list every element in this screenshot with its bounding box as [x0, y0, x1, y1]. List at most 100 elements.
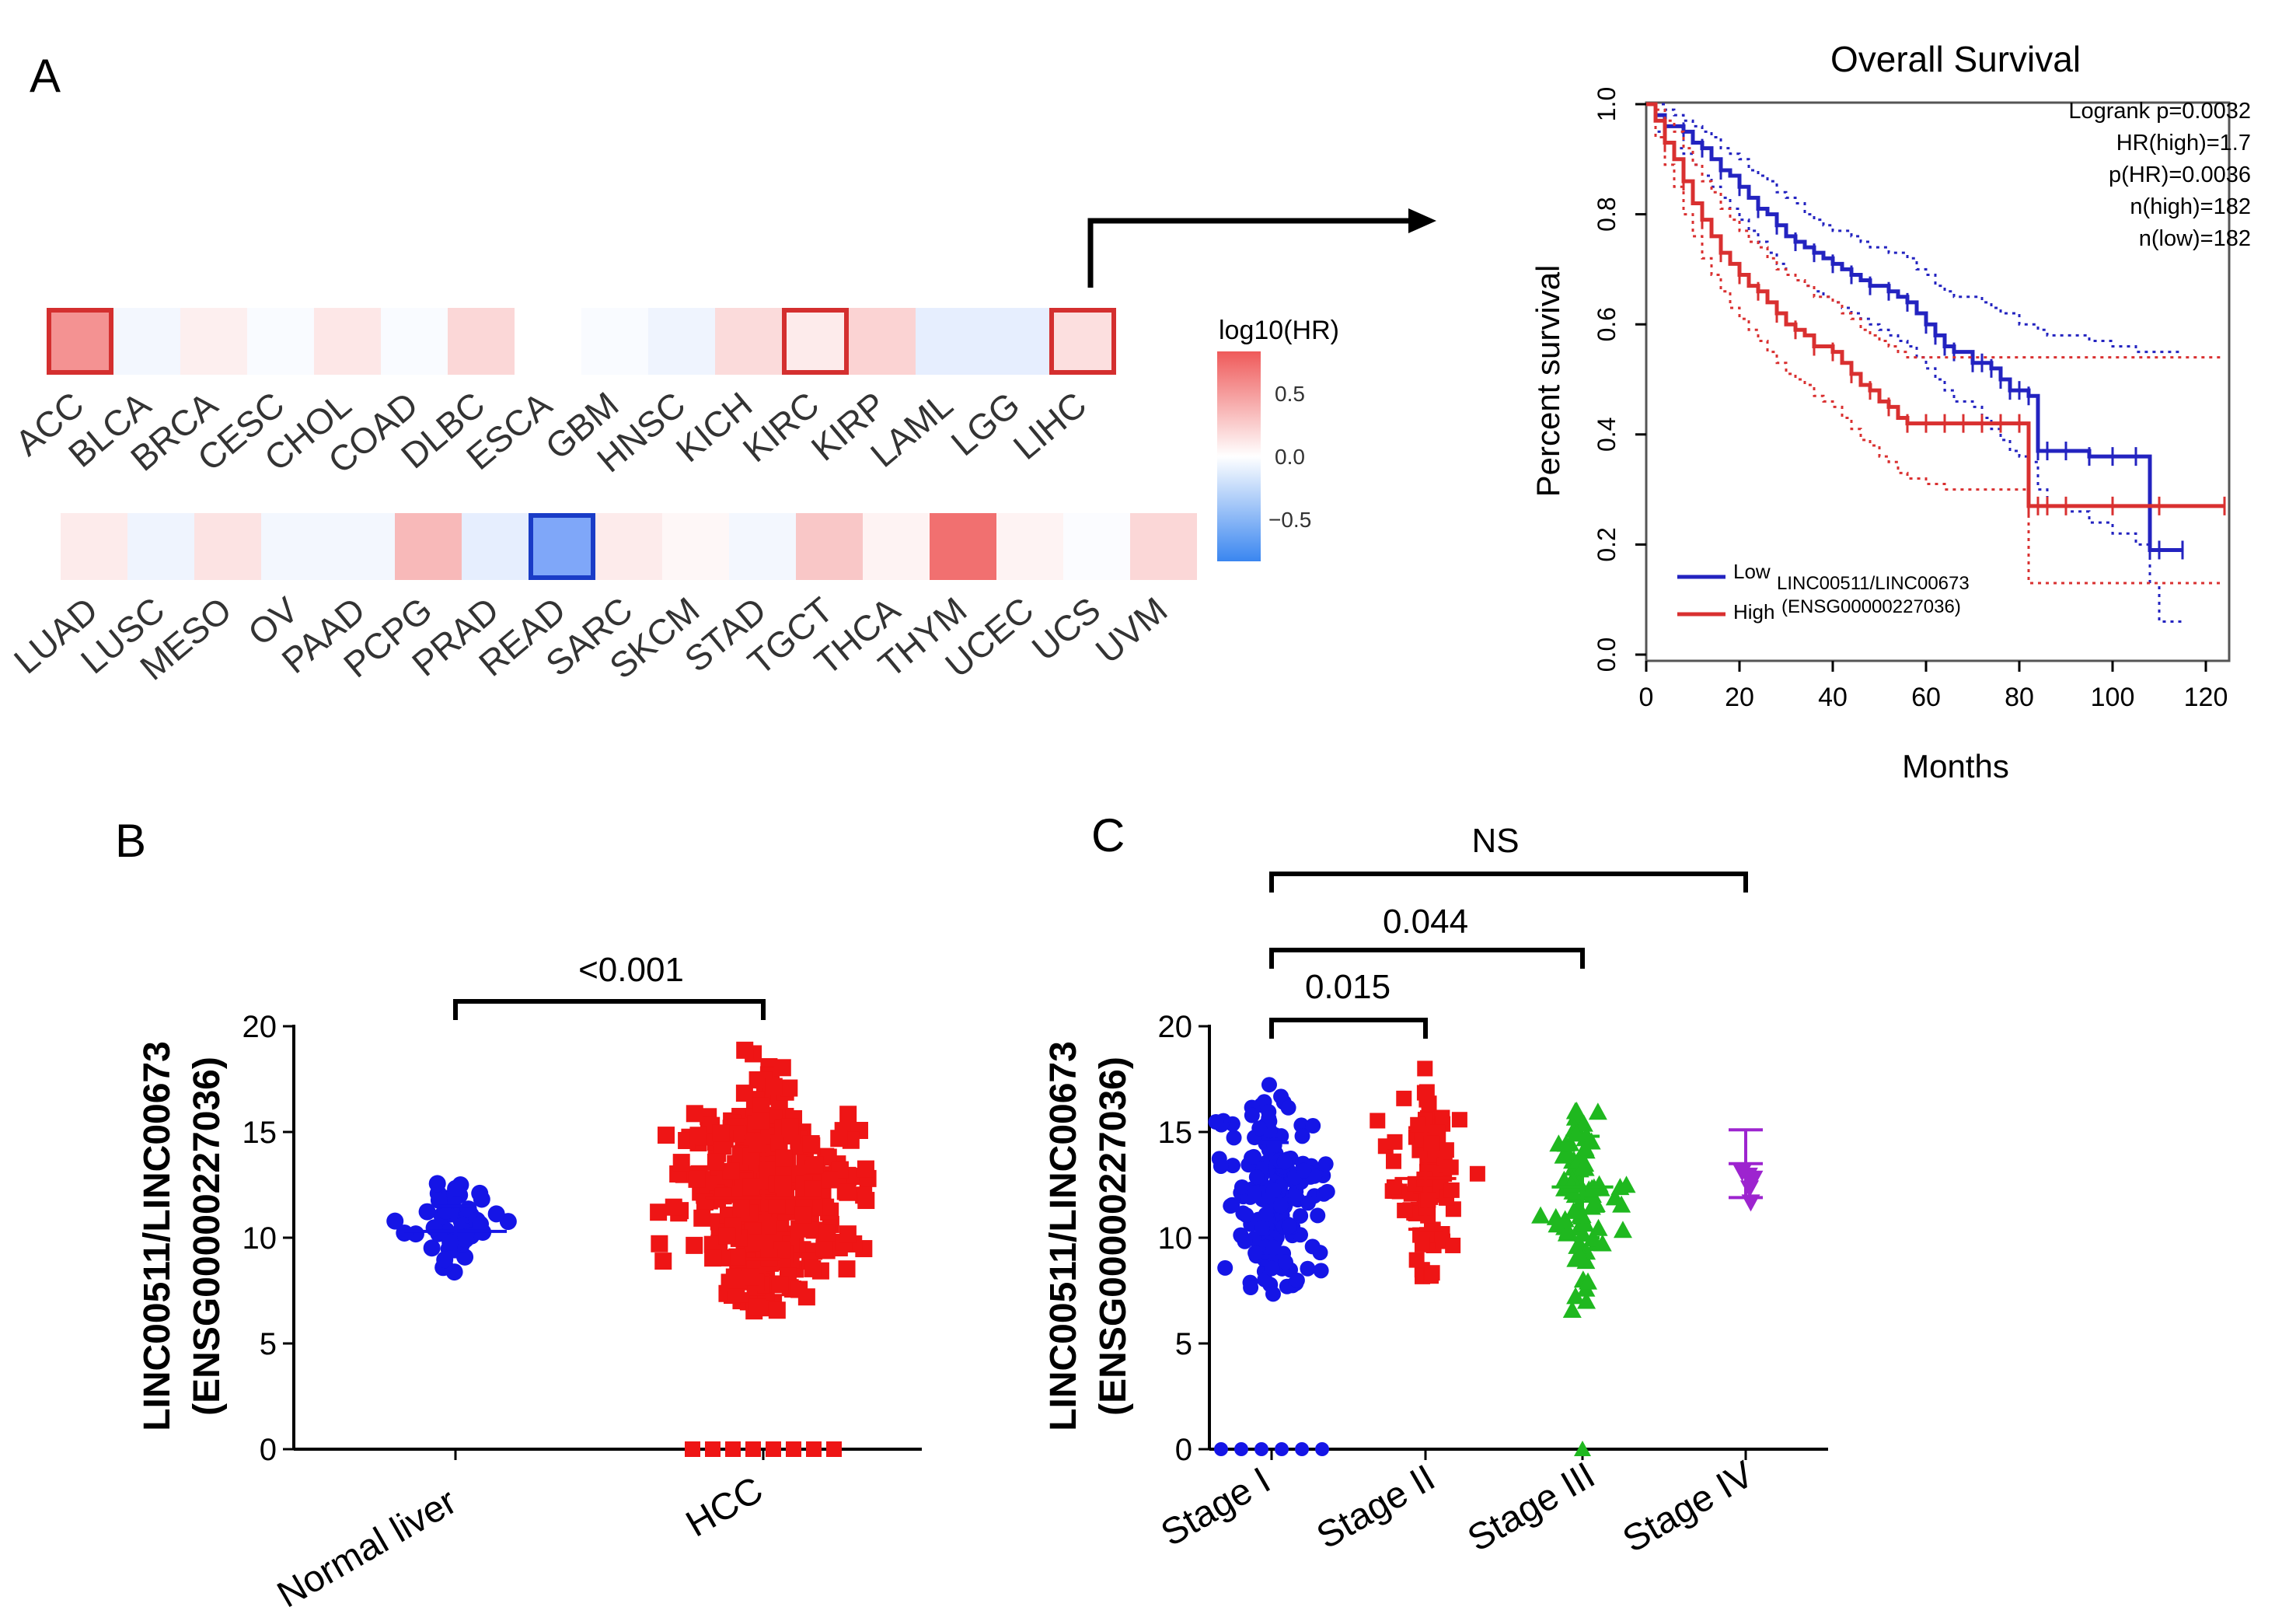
- point-hcc: [752, 1112, 769, 1130]
- point-stage-i: [1233, 1179, 1250, 1195]
- heat-cell-pcpg: [395, 513, 462, 580]
- point-normal-liver: [473, 1190, 490, 1208]
- point-stage-iii: [1605, 1188, 1624, 1206]
- y-tick-label: 20: [1158, 1010, 1193, 1044]
- point-hcc: [714, 1137, 731, 1155]
- point-stage-ii: [1417, 1060, 1433, 1077]
- colorbar-tick-mid: 0.0: [1275, 445, 1305, 469]
- point-hcc: [804, 1259, 822, 1277]
- point-stage-i: [1317, 1156, 1334, 1172]
- point-zero-stage-i: [1214, 1442, 1228, 1456]
- c-ylabel-line1: LINC00511/LINC00673: [1043, 1041, 1084, 1431]
- point-stage-ii: [1410, 1116, 1426, 1133]
- heat-highlight-lihc: [1049, 308, 1116, 375]
- heat-label-lgg: LGG: [944, 384, 1028, 463]
- km-stats: Logrank p=0.0032 HR(high)=1.7 p(HR)=0.00…: [2068, 99, 2251, 251]
- point-stage-ii: [1443, 1182, 1460, 1198]
- heat-cell-cesc: [247, 308, 314, 375]
- km-xtick-label: 80: [2005, 683, 2034, 712]
- point-stage-iii: [1593, 1234, 1612, 1252]
- point-normal-liver: [428, 1175, 446, 1193]
- legend-ensembl: (ENSG00000227036): [1781, 596, 1961, 617]
- km-stat-phr: p(HR)=0.0036: [2109, 162, 2251, 187]
- arrow-connector: [1087, 208, 1436, 288]
- point-stage-i: [1217, 1259, 1233, 1276]
- point-hcc: [794, 1206, 812, 1224]
- point-stage-iii: [1564, 1201, 1583, 1219]
- point-hcc: [650, 1204, 668, 1221]
- point-stage-i: [1264, 1260, 1280, 1277]
- km-ci-lower-high: [1646, 103, 2224, 585]
- point-stage-i: [1246, 1185, 1262, 1201]
- point-hcc: [773, 1241, 791, 1259]
- point-stage-iii: [1562, 1301, 1582, 1319]
- point-stage-i: [1247, 1245, 1264, 1261]
- point-stage-i: [1266, 1137, 1282, 1154]
- point-stage-ii: [1438, 1142, 1454, 1158]
- point-hcc: [654, 1252, 672, 1270]
- c-sig-label-stage-iii: 0.044: [1383, 903, 1468, 941]
- heat-label-uvm: UVM: [1088, 589, 1175, 672]
- point-stage-i: [1226, 1130, 1242, 1146]
- y-tick-label: 20: [243, 1010, 277, 1044]
- point-hcc: [704, 1249, 722, 1267]
- point-normal-liver: [457, 1231, 475, 1249]
- heat-highlight-acc: [47, 308, 113, 375]
- point-hcc: [780, 1079, 798, 1097]
- point-hcc: [830, 1130, 848, 1148]
- point-stage-iii: [1577, 1291, 1596, 1309]
- point-stage-i: [1265, 1183, 1282, 1199]
- point-stage-i: [1310, 1207, 1326, 1224]
- point-normal-liver: [396, 1224, 413, 1242]
- km-xtick-label: 120: [2184, 683, 2228, 712]
- c-ylabel-line2: (ENSG00000227036): [1093, 1057, 1134, 1416]
- point-stage-i: [1305, 1118, 1321, 1134]
- point-hcc: [790, 1280, 808, 1298]
- point-hcc: [802, 1135, 820, 1153]
- point-zero-hcc: [826, 1441, 842, 1457]
- km-stat-hr: HR(high)=1.7: [2116, 131, 2251, 155]
- point-stage-iii: [1549, 1134, 1568, 1152]
- heat-cell-lgg: [982, 308, 1049, 375]
- km-ytick-label: 0.8: [1593, 197, 1621, 231]
- legend-gene: LINC00511/LINC00673: [1777, 573, 1970, 594]
- point-hcc: [693, 1209, 711, 1227]
- point-stage-i: [1261, 1077, 1277, 1093]
- b-sig-label: <0.001: [578, 951, 684, 989]
- point-normal-liver: [472, 1215, 490, 1233]
- km-xtick-label: 0: [1639, 683, 1654, 712]
- y-tick-label: 10: [1158, 1221, 1193, 1256]
- point-hcc: [735, 1085, 753, 1102]
- point-stage-ii: [1423, 1135, 1439, 1151]
- point-stage-i: [1246, 1148, 1262, 1165]
- point-zero-hcc: [806, 1441, 822, 1457]
- c-sig-label-stage-ii: 0.015: [1305, 968, 1391, 1006]
- point-stage-i: [1265, 1239, 1282, 1256]
- heat-cell-lusc: [127, 513, 194, 580]
- heat-label-kich: KICH: [668, 384, 760, 470]
- point-hcc: [839, 1225, 857, 1243]
- c-xlabel-stage-iii: Stage III: [1461, 1455, 1602, 1560]
- heat-label-lihc: LIHC: [1006, 384, 1094, 467]
- km-ytick-label: 1.0: [1593, 87, 1621, 121]
- point-zero-hcc: [766, 1441, 781, 1457]
- sig-bracket: [1269, 1018, 1428, 1039]
- point-stage-ii: [1418, 1092, 1435, 1108]
- heat-cell-kirc: [782, 308, 849, 375]
- heat-cell-paad: [328, 513, 395, 580]
- point-zero-hcc: [725, 1441, 741, 1457]
- point-zero-hcc: [705, 1441, 721, 1457]
- b-ylabel-line2: (ENSG00000227036): [187, 1057, 228, 1416]
- heat-label-kirc: KIRC: [735, 384, 827, 470]
- point-stage-ii: [1414, 1236, 1430, 1252]
- point-stage-i: [1244, 1107, 1260, 1123]
- km-xtick-label: 20: [1725, 683, 1754, 712]
- point-hcc: [775, 1149, 793, 1167]
- heatmap: ACCBLCABRCACESCCHOLCOADDLBCESCAGBMHNSCKI…: [6, 308, 1197, 688]
- point-hcc: [839, 1183, 857, 1201]
- point-hcc: [804, 1180, 822, 1198]
- point-zero-stage-i: [1295, 1442, 1309, 1456]
- point-zero-stage-i: [1254, 1442, 1268, 1456]
- point-stage-iii: [1571, 1245, 1590, 1263]
- b-xlabel-hcc: HCC: [679, 1469, 770, 1546]
